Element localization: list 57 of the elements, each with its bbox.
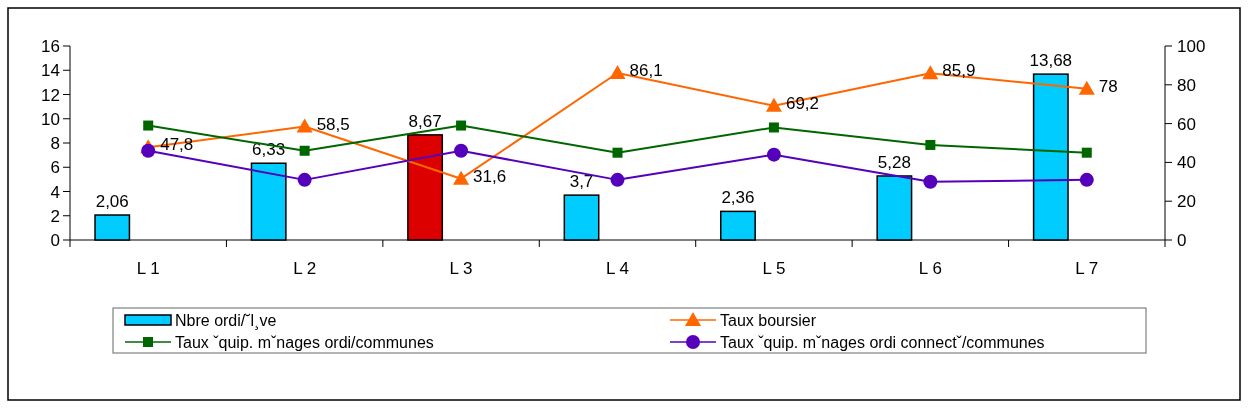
- point: [141, 143, 156, 158]
- point: [922, 65, 939, 80]
- y2-tick-label: 40: [1177, 153, 1196, 173]
- point: [609, 64, 626, 79]
- y-tick-label: 6: [50, 158, 60, 178]
- data-label: 58,5: [316, 114, 350, 134]
- data-label: 13,68: [1029, 51, 1073, 71]
- y2-tick-label: 60: [1177, 114, 1196, 134]
- x-tick-label: L 1: [136, 259, 160, 278]
- point: [610, 172, 625, 187]
- y2-tick-label: 100: [1177, 37, 1206, 56]
- data-label: 3,7: [569, 172, 594, 192]
- data-label: 8,67: [408, 111, 442, 131]
- x-tick-label: L 2: [293, 259, 317, 278]
- y2-tick-label: 0: [1177, 231, 1187, 250]
- point: [766, 147, 781, 162]
- point: [296, 118, 313, 133]
- point: [143, 120, 154, 131]
- point: [923, 174, 938, 189]
- point: [299, 145, 310, 156]
- point: [768, 122, 779, 133]
- data-label: 2,06: [95, 192, 129, 212]
- data-label: 31,6: [473, 166, 507, 186]
- y-tick-label: 0: [50, 231, 60, 250]
- x-tick-label: L 4: [605, 259, 630, 278]
- y2-tick-label: 20: [1177, 192, 1196, 212]
- point: [297, 172, 312, 187]
- data-label: 85,9: [942, 61, 976, 81]
- point: [1081, 147, 1092, 158]
- x-tick-label: L 6: [918, 259, 942, 278]
- legend-label: Taux boursier: [720, 312, 817, 329]
- y2-tick-label: 80: [1177, 75, 1196, 95]
- data-label: 78: [1098, 76, 1118, 96]
- point: [453, 170, 470, 185]
- point: [925, 139, 936, 150]
- y-tick-label: 12: [41, 85, 60, 105]
- point: [1079, 172, 1094, 187]
- y-tick-label: 16: [41, 37, 60, 56]
- point: [454, 143, 469, 158]
- y-tick-label: 4: [50, 182, 60, 202]
- point: [456, 120, 467, 131]
- data-label: 5,28: [877, 152, 911, 172]
- x-tick-label: L 3: [449, 259, 473, 278]
- x-tick-label: L 7: [1075, 259, 1099, 278]
- y-tick-label: 2: [50, 206, 60, 226]
- x-tick-label: L 5: [762, 259, 786, 278]
- legend-label: Nbre ordi/˘l¸ve: [175, 312, 277, 330]
- y-tick-label: 8: [50, 134, 60, 153]
- y-tick-label: 10: [41, 109, 60, 129]
- y-tick-label: 14: [41, 61, 60, 81]
- legend-label: Taux ˇquip. mˇnages ordi connectˇ/communes: [720, 334, 1045, 351]
- point: [612, 147, 623, 158]
- point: [1078, 80, 1095, 95]
- point: [765, 97, 782, 112]
- data-label: 86,1: [629, 60, 663, 80]
- legend-label: Taux ˇquip. mˇnages ordi/communes: [175, 334, 434, 351]
- data-label: 2,36: [721, 188, 755, 208]
